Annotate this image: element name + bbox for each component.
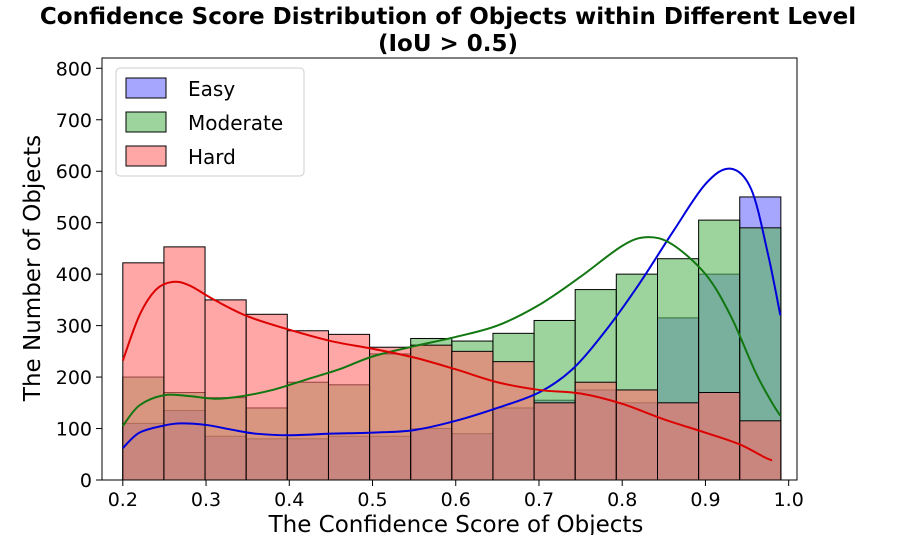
- x-tick-label: 0.3: [191, 489, 221, 511]
- bar-hard-7: [410, 344, 453, 481]
- x-tick-label: 0.5: [357, 489, 387, 511]
- bar-hard-13: [657, 402, 700, 481]
- x-tick-label: 0.7: [524, 489, 554, 511]
- y-tick-label: 400: [56, 264, 92, 286]
- x-tick-label: 0.8: [607, 489, 637, 511]
- bar-hard-9: [492, 361, 535, 481]
- bar-hard-15: [739, 420, 782, 481]
- x-tick-label: 0.9: [690, 489, 720, 511]
- x-tick-label: 0.2: [108, 489, 138, 511]
- legend-swatch-moderate: [125, 111, 167, 133]
- y-tick-label: 800: [56, 58, 92, 80]
- chart-title-line-1: Confidence Score Distribution of Objects…: [40, 4, 856, 30]
- legend-swatch-easy: [125, 77, 167, 99]
- histogram-bars: [122, 196, 782, 481]
- legend: Easy Moderate Hard: [115, 67, 305, 177]
- kde-line-easy: [122, 167, 782, 449]
- kde-line-moderate: [122, 236, 782, 427]
- y-tick-label: 100: [56, 419, 92, 441]
- bar-hard-4: [286, 330, 329, 481]
- y-tick-label: 200: [56, 367, 92, 389]
- bar-hard-10: [533, 402, 576, 481]
- bar-hard-2: [204, 299, 247, 481]
- y-tick-label: 500: [56, 213, 92, 235]
- y-tick-label: 700: [56, 110, 92, 132]
- bar-hard-0: [122, 262, 165, 481]
- bar-hard-3: [245, 313, 288, 481]
- y-axis-label: The Number of Objects: [20, 135, 46, 402]
- plot-frame: [101, 57, 798, 481]
- y-tick-label: 0: [80, 470, 92, 492]
- y-axis-ticks: 0 100 200 300 400 500 600 700 800: [56, 58, 102, 492]
- bar-hard-5: [327, 333, 371, 481]
- legend-swatch-hard: [125, 145, 167, 167]
- kde-line-hard: [121, 280, 773, 462]
- kde-curves: [121, 167, 782, 462]
- chart-title-line-2: (IoU > 0.5): [378, 31, 518, 57]
- y-tick-label: 300: [56, 316, 92, 338]
- y-tick-label: 600: [56, 161, 92, 183]
- x-axis-label: The Confidence Score of Objects: [268, 512, 644, 535]
- x-tick-label: 1.0: [774, 489, 804, 511]
- legend-label-hard: Hard: [188, 145, 236, 169]
- legend-label-moderate: Moderate: [188, 111, 283, 135]
- legend-label-easy: Easy: [188, 77, 235, 101]
- bar-hard-6: [369, 346, 412, 481]
- x-axis-ticks: 0.2 0.3 0.4 0.5 0.6 0.7 0.8 0.9 1.0: [108, 480, 804, 511]
- x-tick-label: 0.4: [274, 489, 304, 511]
- x-tick-label: 0.6: [441, 489, 471, 511]
